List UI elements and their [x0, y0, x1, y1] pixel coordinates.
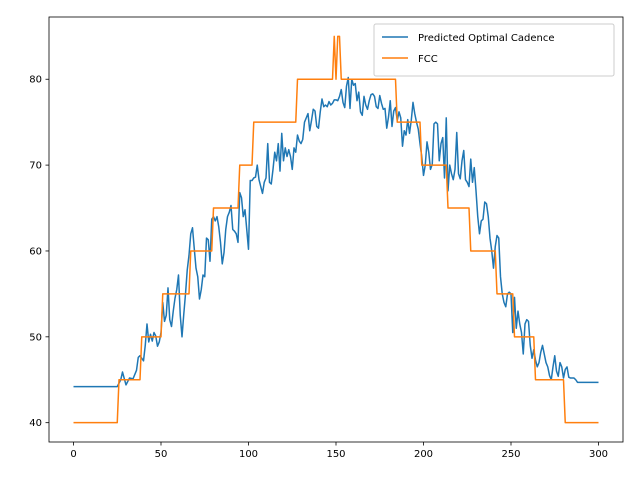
y-tick-label: 50 [29, 332, 42, 343]
legend-label-1: FCC [418, 54, 438, 65]
x-tick-label: 100 [239, 449, 258, 460]
y-tick-label: 40 [29, 418, 42, 429]
y-axis: 40 50 60 70 80 [29, 75, 49, 429]
series-layer [73, 35, 599, 424]
legend-label-0: Predicted Optimal Cadence [418, 33, 554, 44]
y-tick-label: 80 [29, 75, 42, 86]
x-tick-label: 200 [414, 449, 433, 460]
legend: Predicted Optimal Cadence FCC [373, 23, 615, 77]
x-axis: 0 50 100 150 200 250 300 [70, 442, 608, 460]
x-tick-label: 0 [70, 449, 76, 460]
x-tick-label: 150 [326, 449, 345, 460]
y-tick-label: 70 [29, 161, 42, 172]
legend-box [373, 23, 615, 77]
x-tick-label: 300 [589, 449, 608, 460]
y-tick-label: 60 [29, 246, 42, 257]
series-line-1 [73, 35, 599, 424]
plot-area [49, 17, 623, 442]
x-tick-label: 250 [501, 449, 520, 460]
x-tick-label: 50 [155, 449, 168, 460]
